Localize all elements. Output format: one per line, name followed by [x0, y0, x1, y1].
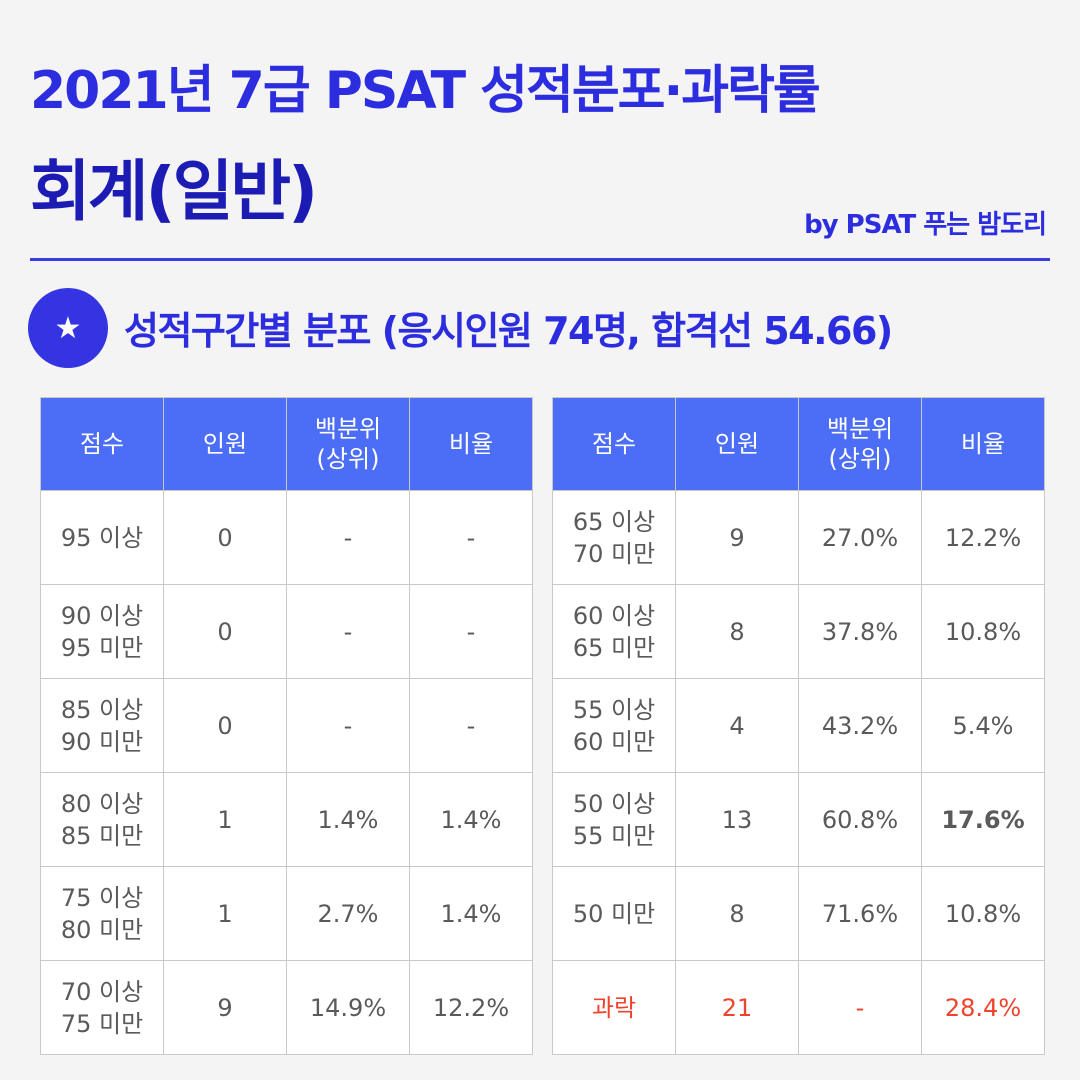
- header-row: 점수 인원 백분위 (상위) 비율: [40, 397, 533, 491]
- table-cell: 1: [163, 772, 287, 867]
- table-cell: 0: [163, 678, 287, 773]
- table-row: 50 이상 55 미만 13 60.8% 17.6%: [552, 772, 1045, 867]
- column-header: 인원: [675, 397, 799, 491]
- table-row: 70 이상 75 미만 9 14.9% 12.2%: [40, 960, 533, 1055]
- table-cell: 14.9%: [286, 960, 410, 1055]
- column-header: 점수: [552, 397, 676, 491]
- table-cell: 71.6%: [798, 866, 922, 961]
- table-row: 60 이상 65 미만 8 37.8% 10.8%: [552, 584, 1045, 679]
- table-cell: 4: [675, 678, 799, 773]
- table-cell: 10.8%: [921, 584, 1045, 679]
- table-cell: 12.2%: [921, 490, 1045, 585]
- table-cell: 1.4%: [409, 772, 533, 867]
- table-cell: 과락: [552, 960, 676, 1055]
- header-row: 점수 인원 백분위 (상위) 비율: [552, 397, 1045, 491]
- table-cell: 37.8%: [798, 584, 922, 679]
- table-cell: 1: [163, 866, 287, 961]
- table-row: 55 이상 60 미만 4 43.2% 5.4%: [552, 678, 1045, 773]
- table-cell: 8: [675, 866, 799, 961]
- table-cell: 2.7%: [286, 866, 410, 961]
- table-row: 85 이상 90 미만 0- -: [40, 678, 533, 773]
- column-header: 인원: [163, 397, 287, 491]
- score-table: 점수 인원 백분위 (상위) 비율 65 이상 70 미만 9 27.0% 12.2% 60 이…: [552, 397, 1045, 1055]
- table-cell: -: [286, 490, 410, 585]
- table-row: 75 이상 80 미만 1 2.7% 1.4%: [40, 866, 533, 961]
- table-cell: 8: [675, 584, 799, 679]
- table-cell: 0: [163, 584, 287, 679]
- column-header: 비율: [409, 397, 533, 491]
- column-header: 점수: [40, 397, 164, 491]
- table-cell: -: [409, 490, 533, 585]
- subtitle: 회계(일반): [30, 153, 318, 230]
- table-cell: 80 이상 85 미만: [40, 772, 164, 867]
- table-cell: -: [798, 960, 922, 1055]
- table-cell: 0: [163, 490, 287, 585]
- divider: [30, 258, 1050, 261]
- score-table: 점수 인원 백분위 (상위) 비율 95 이상 0- -90 이상 95 미만 0- -85 이…: [40, 397, 533, 1055]
- table-cell: 12.2%: [409, 960, 533, 1055]
- title: 2021년 7급 PSAT 성적분포·과락률: [30, 61, 821, 121]
- table-row: 과락 21-28.4%: [552, 960, 1045, 1055]
- table-cell: 10.8%: [921, 866, 1045, 961]
- table-cell: 60.8%: [798, 772, 922, 867]
- table-cell: 90 이상 95 미만: [40, 584, 164, 679]
- column-header: 비율: [921, 397, 1045, 491]
- section-icon: ★: [28, 288, 108, 368]
- table-cell: -: [409, 584, 533, 679]
- table-cell: 65 이상 70 미만: [552, 490, 676, 585]
- table-cell: 95 이상: [40, 490, 164, 585]
- table-cell: 75 이상 80 미만: [40, 866, 164, 961]
- table-cell: 27.0%: [798, 490, 922, 585]
- table-cell: 5.4%: [921, 678, 1045, 773]
- table-cell: 70 이상 75 미만: [40, 960, 164, 1055]
- table-row: 95 이상 0- -: [40, 490, 533, 585]
- table-cell: -: [286, 584, 410, 679]
- byline: by PSAT 푸는 밤도리: [804, 210, 1047, 240]
- table-cell: 50 미만: [552, 866, 676, 961]
- table-cell: 1.4%: [409, 866, 533, 961]
- table-row: 50 미만 8 71.6% 10.8%: [552, 866, 1045, 961]
- table-cell: 17.6%: [921, 772, 1045, 867]
- table-cell: 9: [163, 960, 287, 1055]
- table-cell: 85 이상 90 미만: [40, 678, 164, 773]
- table-row: 80 이상 85 미만 1 1.4% 1.4%: [40, 772, 533, 867]
- table-cell: 50 이상 55 미만: [552, 772, 676, 867]
- table-cell: 13: [675, 772, 799, 867]
- table-cell: -: [409, 678, 533, 773]
- table-row: 65 이상 70 미만 9 27.0% 12.2%: [552, 490, 1045, 585]
- table-cell: 60 이상 65 미만: [552, 584, 676, 679]
- table-cell: 28.4%: [921, 960, 1045, 1055]
- table-cell: 43.2%: [798, 678, 922, 773]
- table-cell: 9: [675, 490, 799, 585]
- table-cell: 55 이상 60 미만: [552, 678, 676, 773]
- column-header: 백분위 (상위): [798, 397, 922, 491]
- section-heading: 성적구간별 분포 (응시인원 74명, 합격선 54.66): [124, 309, 893, 353]
- table-cell: 1.4%: [286, 772, 410, 867]
- table-cell: -: [286, 678, 410, 773]
- table-cell: 21: [675, 960, 799, 1055]
- table-row: 90 이상 95 미만 0- -: [40, 584, 533, 679]
- column-header: 백분위 (상위): [286, 397, 410, 491]
